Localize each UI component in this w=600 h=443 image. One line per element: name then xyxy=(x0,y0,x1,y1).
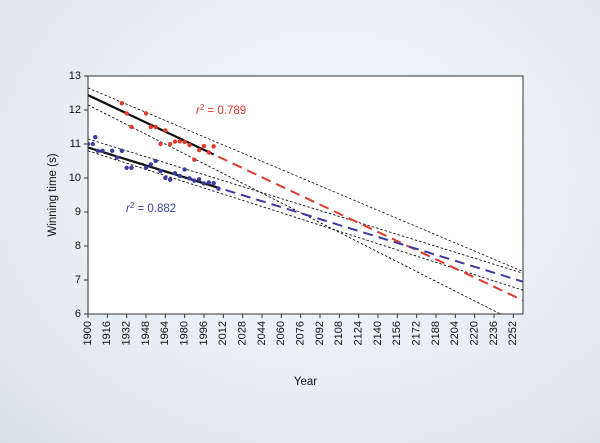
women-data-point xyxy=(158,141,163,147)
men-data-point xyxy=(100,148,105,153)
r2-men-text: r2 = 0.882 xyxy=(126,201,176,215)
r2-women-text: r2 = 0.789 xyxy=(196,103,246,117)
men-data-point xyxy=(95,148,100,153)
x-tick-label: 2172 xyxy=(411,321,423,345)
women-data-point xyxy=(206,150,212,155)
x-tick-label: 2044 xyxy=(256,321,268,345)
men-data-point xyxy=(124,165,129,170)
x-tick-label: 2188 xyxy=(430,321,442,345)
x-tick-label: 2076 xyxy=(295,321,307,345)
men-data-point xyxy=(201,181,207,186)
women-data-point xyxy=(187,142,192,148)
y-tick-label: 6 xyxy=(75,308,81,320)
x-tick-label: 1980 xyxy=(179,321,191,345)
men-data-point xyxy=(90,141,96,147)
r2-annotation-men: r2 = 0.882 xyxy=(126,201,176,215)
x-tick-label: 2204 xyxy=(449,321,461,345)
men-data-point xyxy=(109,148,115,153)
x-tick-label: 2156 xyxy=(391,321,403,345)
y-tick-label: 10 xyxy=(69,172,81,184)
x-tick-label: 1900 xyxy=(82,321,94,345)
women-data-point xyxy=(201,143,207,149)
men-data-point xyxy=(143,165,149,170)
x-tick-label: 2252 xyxy=(507,321,519,345)
women-data-point xyxy=(196,147,202,153)
men-data-point xyxy=(88,141,91,147)
y-tick-label: 12 xyxy=(69,104,81,116)
women-data-point xyxy=(182,139,187,145)
x-tick-label: 1932 xyxy=(121,321,133,345)
x-axis-title: Year xyxy=(294,376,317,388)
women-data-point xyxy=(148,124,154,130)
women-data-point xyxy=(211,144,216,149)
x-tick-label: 1996 xyxy=(198,321,210,345)
women-interval-upper-line xyxy=(88,87,523,272)
x-tick-label: 2012 xyxy=(217,321,229,345)
men-interval-upper-line xyxy=(88,138,523,274)
women-data-point xyxy=(143,111,149,116)
x-tick-label: 2220 xyxy=(469,321,481,345)
men-data-point xyxy=(153,158,158,164)
men-data-point xyxy=(177,173,183,179)
men-data-point xyxy=(158,169,163,174)
men-data-point xyxy=(216,186,221,191)
men-data-point xyxy=(172,171,178,176)
women-trend-fit-line xyxy=(88,94,215,156)
plot-background xyxy=(88,76,523,314)
y-tick-label: 7 xyxy=(75,274,81,286)
men-data-point xyxy=(163,175,168,181)
r2-annotation-women: r2 = 0.789 xyxy=(196,103,246,117)
x-tick-label: 2236 xyxy=(488,321,500,345)
y-tick-label: 13 xyxy=(69,70,81,82)
x-tick-label: 2092 xyxy=(314,321,326,345)
men-data-point xyxy=(211,180,216,186)
x-tick-label: 1916 xyxy=(101,321,113,345)
x-tick-label: 2028 xyxy=(237,321,249,345)
men-data-point xyxy=(206,180,212,185)
y-tick-label: 9 xyxy=(75,206,81,218)
men-data-point xyxy=(93,135,98,140)
women-data-point xyxy=(129,124,134,130)
women-data-point xyxy=(163,128,168,133)
men-data-point xyxy=(119,148,125,153)
men-data-point xyxy=(114,155,120,160)
plot-frame xyxy=(87,75,524,315)
y-tick-label: 8 xyxy=(75,240,81,252)
y-axis: 6 7 8 9 10 11 12 13 xyxy=(69,70,88,320)
women-data-point xyxy=(172,139,178,144)
x-tick-label: 2060 xyxy=(275,321,287,345)
women-interval-lower-line xyxy=(88,104,502,314)
y-axis-title: Winning time (s) xyxy=(47,153,59,236)
men-data-point xyxy=(192,178,197,183)
x-tick-label: 2124 xyxy=(353,321,365,345)
x-tick-label: 2108 xyxy=(333,321,345,345)
women-data-point xyxy=(192,157,197,162)
men-trend-extrapolation-line xyxy=(88,146,523,283)
men-data-point xyxy=(148,162,154,167)
x-tick-label: 1964 xyxy=(159,321,171,345)
women-data-point xyxy=(177,139,183,144)
men-data-point xyxy=(196,177,202,182)
men-data-point xyxy=(187,176,192,181)
y-tick-label: 11 xyxy=(70,138,81,150)
men-data-point xyxy=(167,177,173,182)
men-trend-fit-line xyxy=(88,146,219,189)
men-data-point xyxy=(182,167,187,172)
women-data-point xyxy=(124,111,129,116)
women-data-point xyxy=(167,141,173,147)
men-data-point xyxy=(129,165,134,170)
women-data-point xyxy=(119,101,125,106)
x-tick-label: 2140 xyxy=(372,321,384,345)
women-data-point xyxy=(153,124,158,130)
x-tick-label: 1948 xyxy=(140,321,152,345)
x-axis: 1900 1916 1932 1948 1964 1980 1996 2012 2028 2044… xyxy=(82,314,519,345)
